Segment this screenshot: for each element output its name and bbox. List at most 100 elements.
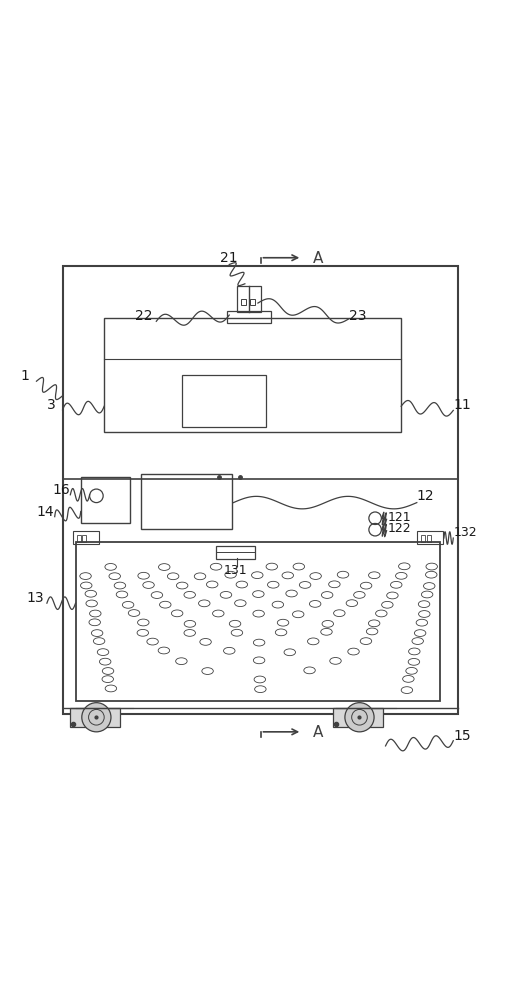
Ellipse shape	[81, 582, 92, 589]
Ellipse shape	[412, 638, 424, 644]
Ellipse shape	[231, 629, 243, 636]
Text: 13: 13	[26, 591, 44, 605]
Ellipse shape	[361, 582, 372, 589]
Ellipse shape	[366, 628, 378, 635]
Ellipse shape	[85, 590, 96, 597]
Ellipse shape	[416, 619, 428, 626]
Ellipse shape	[122, 601, 134, 608]
Ellipse shape	[304, 667, 315, 674]
Ellipse shape	[272, 601, 283, 608]
Ellipse shape	[199, 600, 210, 607]
Ellipse shape	[159, 601, 171, 608]
Ellipse shape	[255, 686, 266, 693]
Ellipse shape	[310, 573, 321, 579]
Ellipse shape	[202, 668, 213, 674]
FancyBboxPatch shape	[333, 708, 383, 727]
Ellipse shape	[293, 563, 305, 570]
Text: 132: 132	[453, 526, 477, 539]
Ellipse shape	[109, 573, 120, 580]
Ellipse shape	[399, 563, 410, 570]
Text: 11: 11	[453, 398, 471, 412]
Ellipse shape	[322, 620, 333, 627]
Ellipse shape	[91, 630, 103, 636]
Text: 121: 121	[388, 511, 412, 524]
Ellipse shape	[321, 592, 333, 598]
Ellipse shape	[360, 638, 371, 644]
Text: 3: 3	[47, 398, 56, 412]
Ellipse shape	[381, 601, 393, 608]
Ellipse shape	[307, 638, 319, 645]
Ellipse shape	[282, 572, 293, 579]
Ellipse shape	[292, 611, 304, 618]
Circle shape	[345, 703, 374, 732]
Ellipse shape	[418, 611, 430, 617]
Ellipse shape	[114, 582, 126, 589]
Text: 15: 15	[453, 729, 471, 743]
Ellipse shape	[167, 573, 179, 580]
Ellipse shape	[267, 581, 279, 588]
Ellipse shape	[158, 564, 170, 570]
Ellipse shape	[421, 591, 433, 598]
Ellipse shape	[354, 592, 365, 598]
Ellipse shape	[184, 591, 195, 598]
Ellipse shape	[137, 629, 148, 636]
Text: 131: 131	[224, 564, 247, 577]
Ellipse shape	[128, 610, 140, 616]
Ellipse shape	[89, 619, 101, 626]
Ellipse shape	[97, 649, 109, 655]
Ellipse shape	[147, 638, 158, 645]
Ellipse shape	[408, 658, 419, 665]
Ellipse shape	[210, 563, 222, 570]
Ellipse shape	[252, 572, 263, 579]
Ellipse shape	[368, 572, 380, 579]
Ellipse shape	[333, 610, 345, 617]
Ellipse shape	[284, 649, 295, 656]
Ellipse shape	[86, 600, 97, 607]
Ellipse shape	[309, 601, 321, 607]
Ellipse shape	[330, 657, 341, 664]
Ellipse shape	[116, 591, 128, 598]
Ellipse shape	[184, 630, 195, 636]
Ellipse shape	[184, 620, 196, 627]
Ellipse shape	[321, 628, 332, 635]
Text: A: A	[313, 725, 323, 740]
Ellipse shape	[143, 582, 154, 588]
Ellipse shape	[266, 563, 278, 570]
Ellipse shape	[236, 581, 247, 588]
Ellipse shape	[329, 581, 340, 588]
Ellipse shape	[105, 685, 117, 692]
Ellipse shape	[253, 639, 265, 646]
Text: 22: 22	[135, 309, 153, 323]
Ellipse shape	[395, 572, 407, 579]
Ellipse shape	[254, 676, 266, 683]
Text: 21: 21	[220, 251, 238, 265]
Ellipse shape	[206, 581, 218, 588]
Ellipse shape	[158, 647, 170, 654]
Ellipse shape	[414, 630, 426, 636]
Text: 23: 23	[349, 309, 367, 323]
Ellipse shape	[403, 676, 414, 682]
Ellipse shape	[408, 648, 420, 655]
Ellipse shape	[220, 591, 232, 598]
Ellipse shape	[368, 620, 380, 627]
Text: 16: 16	[52, 483, 70, 497]
Ellipse shape	[253, 591, 264, 597]
Ellipse shape	[346, 600, 357, 607]
Ellipse shape	[229, 620, 241, 627]
Text: A: A	[313, 251, 323, 266]
Ellipse shape	[275, 629, 287, 636]
Ellipse shape	[387, 592, 398, 599]
Ellipse shape	[100, 658, 111, 665]
Ellipse shape	[337, 571, 349, 578]
Text: 1: 1	[21, 369, 30, 383]
Ellipse shape	[177, 582, 188, 589]
Ellipse shape	[102, 668, 114, 674]
Ellipse shape	[176, 658, 187, 665]
Ellipse shape	[376, 610, 387, 617]
Ellipse shape	[138, 619, 149, 626]
Ellipse shape	[401, 687, 413, 693]
Ellipse shape	[253, 610, 264, 617]
Ellipse shape	[277, 619, 289, 626]
Circle shape	[82, 703, 111, 732]
Ellipse shape	[426, 563, 438, 570]
